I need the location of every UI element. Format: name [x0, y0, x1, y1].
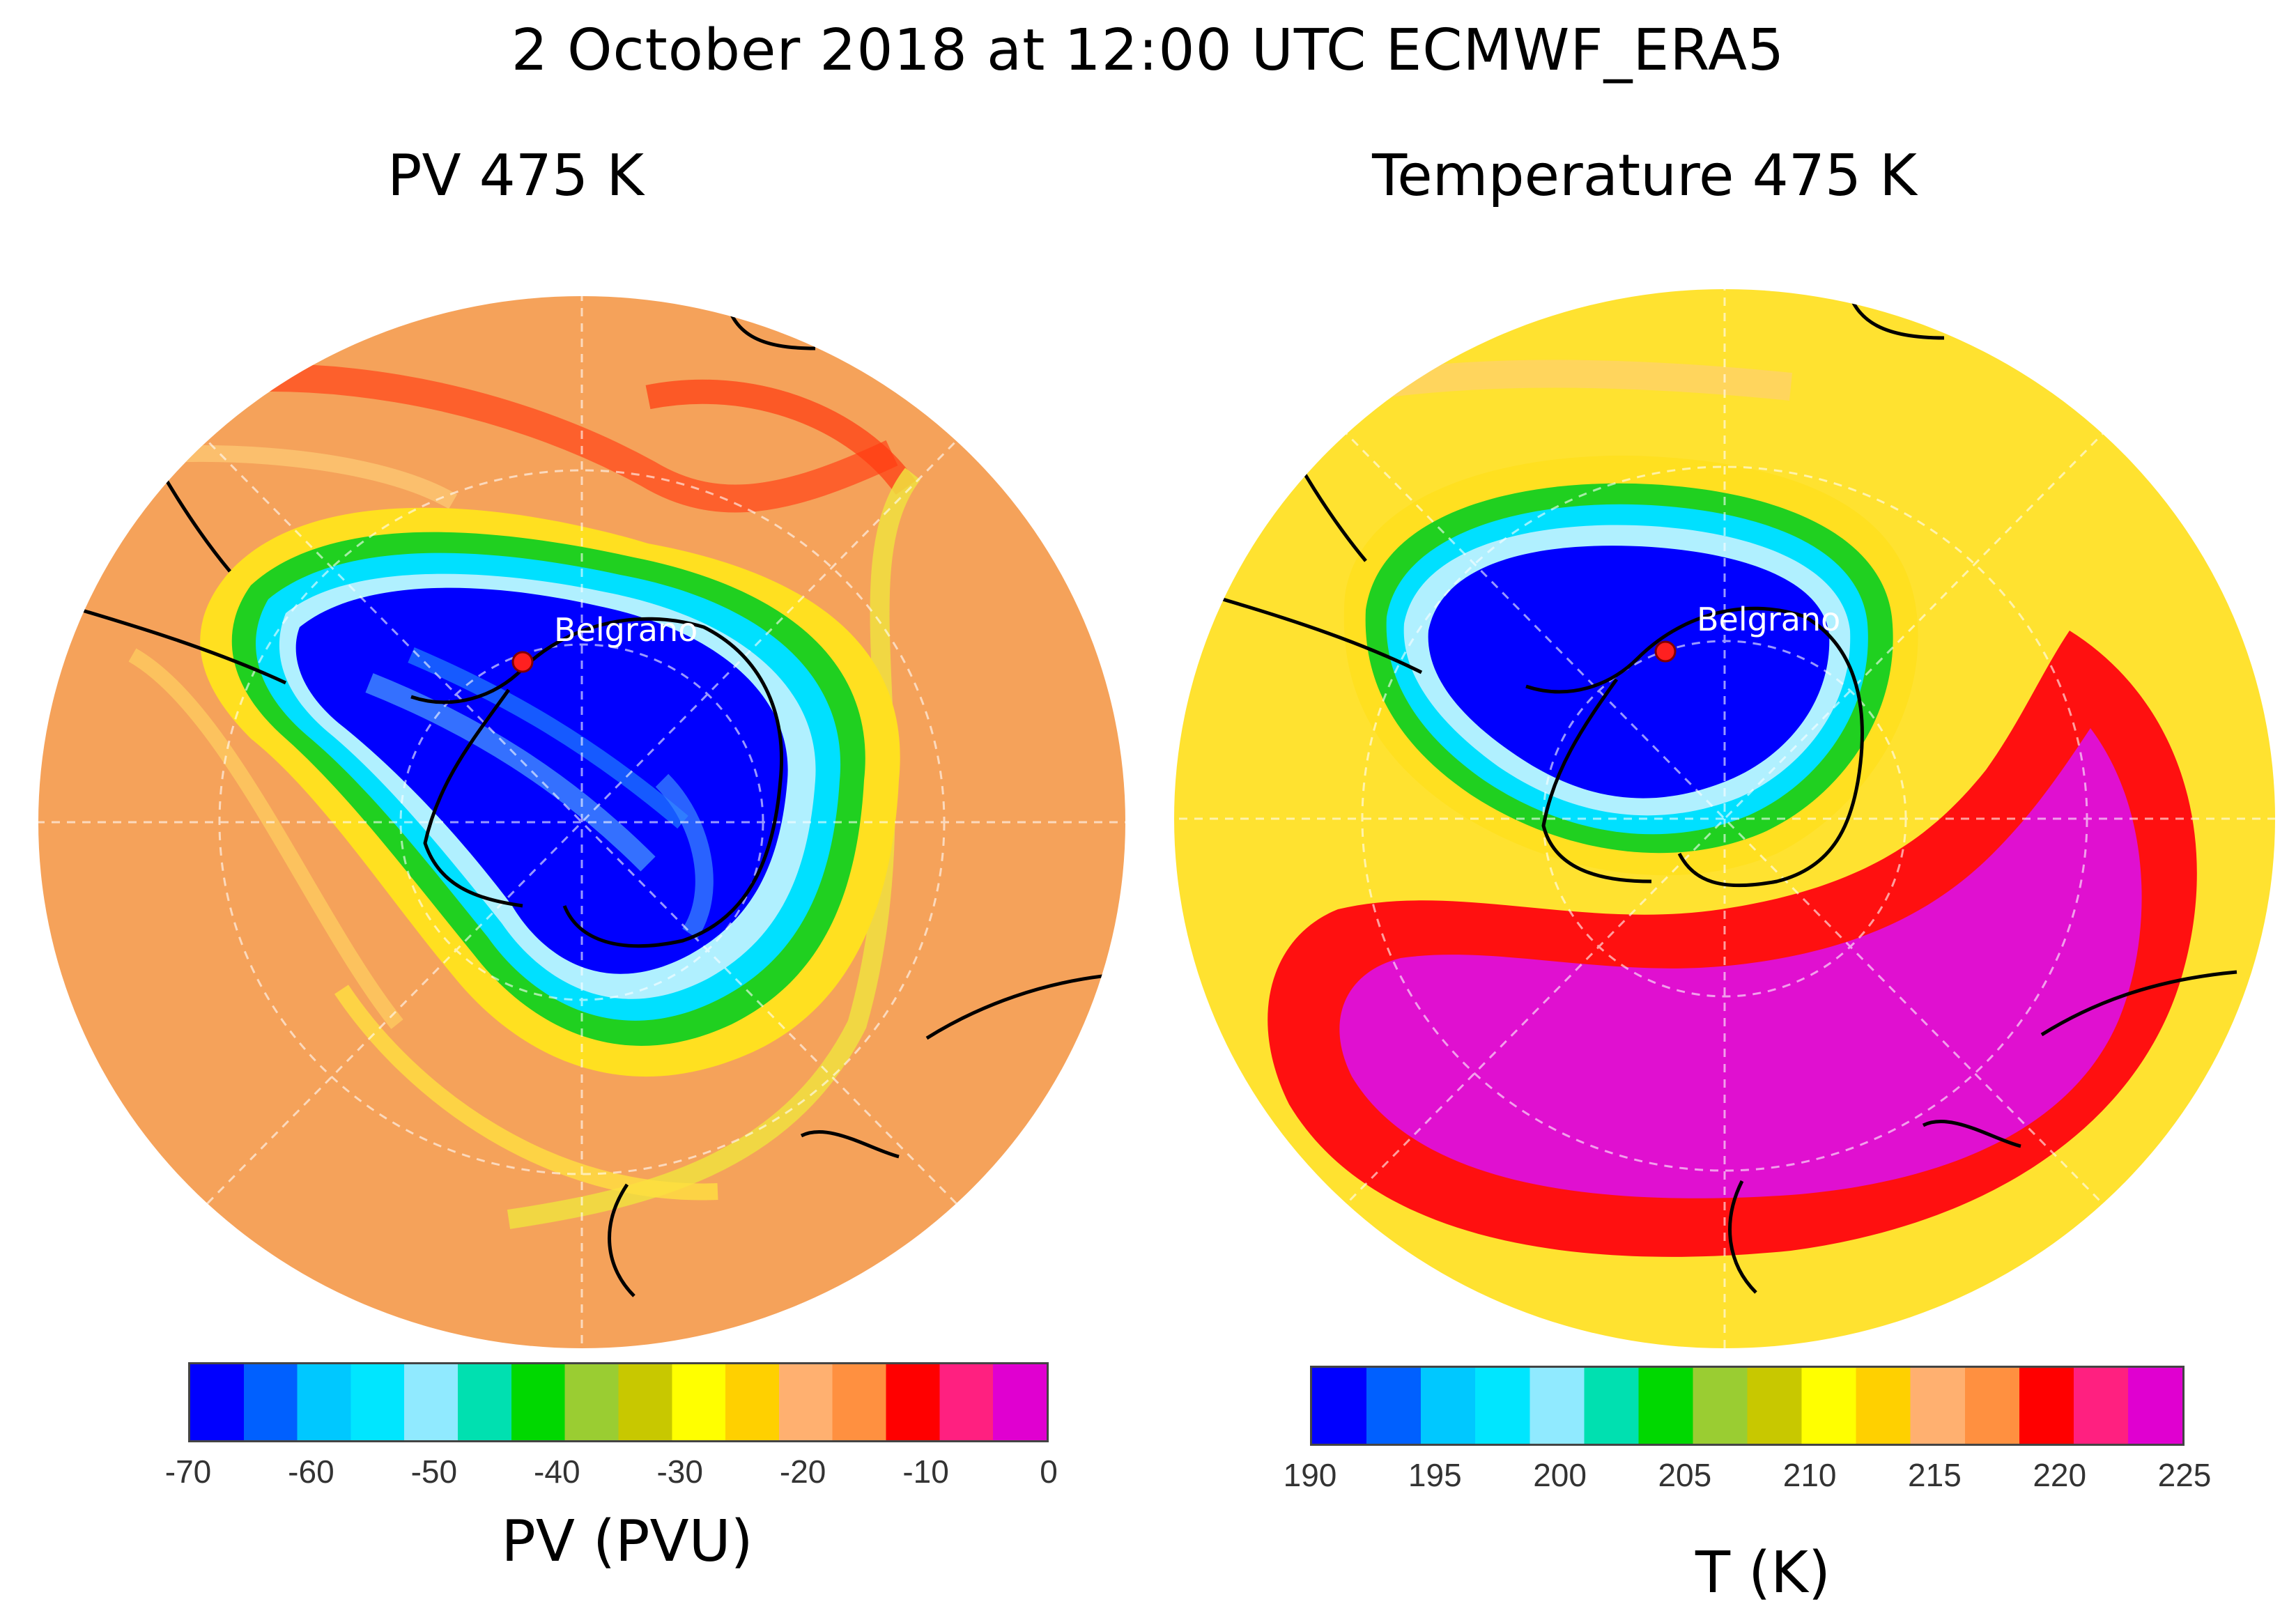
- colorbar-tick-label: 190: [1283, 1457, 1337, 1493]
- temperature-panel-title: Temperature 475 K: [1372, 143, 1917, 209]
- colorbar-tick-label: -70: [164, 1453, 212, 1490]
- colorbar-tick-label: -30: [656, 1453, 703, 1490]
- colorbar-tick-label: 225: [2157, 1457, 2212, 1493]
- colorbar-tick-label: -10: [902, 1453, 949, 1490]
- temperature-belgrano-marker: [1654, 640, 1677, 663]
- figure-title: 2 October 2018 at 12:00 UTC ECMWF_ERA5: [511, 17, 1785, 84]
- colorbar-tick-label: -50: [410, 1453, 458, 1490]
- colorbar-tick-label: -60: [288, 1453, 334, 1490]
- colorbar-tick-label: -40: [534, 1453, 580, 1490]
- temperature-belgrano-label: Belgrano: [1697, 601, 1840, 638]
- pv-colorbar-label: PV (PVU): [501, 1509, 753, 1575]
- temperature-polar-map: Belgrano: [1174, 289, 2275, 1348]
- colorbar-tick-label: -20: [779, 1453, 826, 1490]
- pv-belgrano-label: Belgrano: [554, 611, 698, 649]
- colorbar-tick-label: 0: [1040, 1453, 1058, 1490]
- temperature-colorbar-label: T (K): [1695, 1540, 1831, 1606]
- pv-belgrano-marker: [511, 651, 534, 673]
- colorbar-tick-label: 200: [1533, 1457, 1587, 1493]
- colorbar-tick-label: 215: [1908, 1457, 1962, 1493]
- colorbar-tick-label: 220: [2033, 1457, 2087, 1493]
- pv-colorbar: [188, 1362, 1049, 1442]
- pv-panel-title: PV 475 K: [387, 143, 644, 209]
- colorbar-tick-label: 195: [1408, 1457, 1462, 1493]
- colorbar-tick-label: 205: [1658, 1457, 1712, 1493]
- temperature-colorbar: [1310, 1366, 2185, 1446]
- pv-polar-map: Belgrano: [38, 296, 1125, 1348]
- colorbar-tick-label: 210: [1782, 1457, 1837, 1493]
